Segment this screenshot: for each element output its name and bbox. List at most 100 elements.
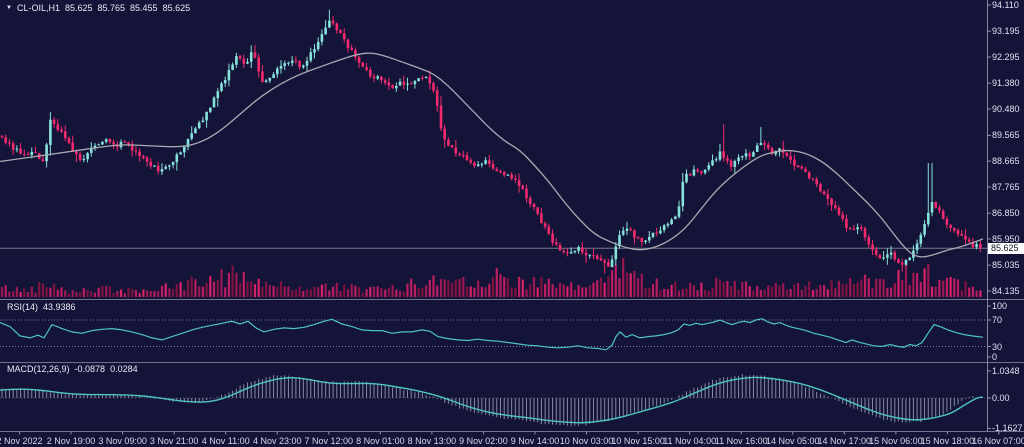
- price-tick-label: 89.565: [992, 130, 1020, 141]
- volume-bar: [34, 292, 37, 297]
- candle-body: [644, 240, 647, 242]
- volume-bar: [198, 286, 201, 297]
- candle-body: [863, 228, 867, 238]
- candle-body: [889, 252, 893, 255]
- volume-bar: [778, 285, 781, 297]
- candle-body: [34, 151, 37, 153]
- candle-body: [607, 262, 610, 267]
- volume-bar: [826, 289, 829, 297]
- candle-body: [108, 139, 112, 142]
- volume-bar: [860, 279, 863, 297]
- volume-bar: [912, 272, 915, 297]
- candle-body: [800, 166, 804, 169]
- candle-body: [692, 169, 696, 176]
- candle-body: [164, 166, 167, 169]
- volume-bar: [570, 282, 573, 297]
- candle-body: [56, 124, 60, 130]
- volume-bar: [979, 290, 982, 297]
- volume-bar: [93, 292, 97, 297]
- volume-bar: [945, 277, 948, 297]
- candle-body: [744, 153, 748, 157]
- volume-bar: [800, 290, 803, 297]
- volume-bar: [811, 290, 815, 297]
- candle-body: [484, 160, 487, 164]
- candle-body: [63, 131, 67, 139]
- volume-bar: [845, 283, 848, 297]
- volume-bar: [19, 291, 22, 297]
- candle-body: [941, 210, 945, 219]
- time-tick-label: 14 Nov 05:00: [765, 435, 820, 446]
- volume-bar: [499, 274, 502, 297]
- candle-body: [67, 138, 71, 143]
- candle-body: [231, 64, 234, 70]
- volume-bar: [529, 284, 532, 297]
- volume-bar: [823, 285, 826, 297]
- volume-bar: [756, 286, 759, 297]
- volume-bar: [629, 273, 632, 297]
- candle-body: [588, 254, 592, 256]
- volume-bar: [852, 284, 855, 297]
- volume-bar: [633, 270, 636, 297]
- candle-body: [551, 233, 554, 243]
- volume-bar: [75, 292, 78, 297]
- candle-body: [525, 188, 528, 199]
- candle-body: [421, 77, 424, 79]
- volume-bar: [573, 289, 576, 297]
- candle-body: [499, 170, 502, 173]
- volume-bar: [146, 290, 149, 297]
- price-tick-label: 94.110: [992, 0, 1019, 10]
- volume-bar: [227, 272, 230, 297]
- candle-body: [528, 198, 532, 204]
- candle-body: [287, 62, 290, 64]
- candle-body: [402, 81, 406, 85]
- volume-bar: [439, 279, 443, 297]
- volume-bar: [927, 264, 930, 297]
- candle-body: [428, 76, 432, 84]
- candle-body: [674, 216, 677, 219]
- candle-body: [748, 153, 751, 157]
- candle-body: [971, 241, 975, 248]
- candle-body: [555, 242, 558, 245]
- macd-main-value: -0.0878: [74, 364, 106, 374]
- volume-bar: [354, 285, 357, 297]
- candle-body: [770, 148, 774, 155]
- volume-bar: [886, 287, 889, 297]
- candle-body: [376, 76, 379, 79]
- candle-body: [774, 150, 778, 155]
- volume-bar: [305, 289, 309, 297]
- time-tick-label: 9 Nov 02:00: [459, 435, 508, 446]
- volume-bar: [186, 280, 190, 297]
- candle-body: [238, 56, 242, 59]
- volume-bar: [153, 290, 156, 297]
- volume-bar: [112, 292, 115, 297]
- candle-body: [395, 86, 398, 89]
- volume-bar: [205, 282, 208, 297]
- volume-bar: [71, 290, 74, 297]
- volume-bar: [387, 287, 390, 297]
- candle-body: [82, 159, 86, 161]
- volume-bar: [551, 284, 554, 297]
- volume-bar: [53, 283, 56, 297]
- candle-body: [435, 90, 439, 106]
- volume-bar: [793, 284, 796, 297]
- volume-bar: [707, 290, 710, 297]
- price-tick-label: 86.850: [992, 208, 1020, 219]
- candle-body: [882, 257, 885, 259]
- volume-bar: [741, 282, 744, 297]
- chart-collapse-icon[interactable]: ▼: [6, 5, 12, 11]
- volume-bar: [235, 272, 238, 297]
- volume-bar: [138, 292, 141, 297]
- volume-bar: [105, 285, 108, 297]
- volume-bar: [242, 272, 245, 297]
- candle-body: [603, 260, 606, 263]
- rsi-line: [0, 318, 984, 351]
- candle-body: [417, 78, 420, 81]
- volume-bar: [56, 289, 59, 297]
- volume-bar: [425, 285, 428, 297]
- volume-bar: [64, 290, 67, 297]
- volume-bar: [79, 292, 82, 297]
- candle-body: [209, 107, 212, 112]
- time-tick-label: 11 Nov 04:00: [663, 435, 717, 446]
